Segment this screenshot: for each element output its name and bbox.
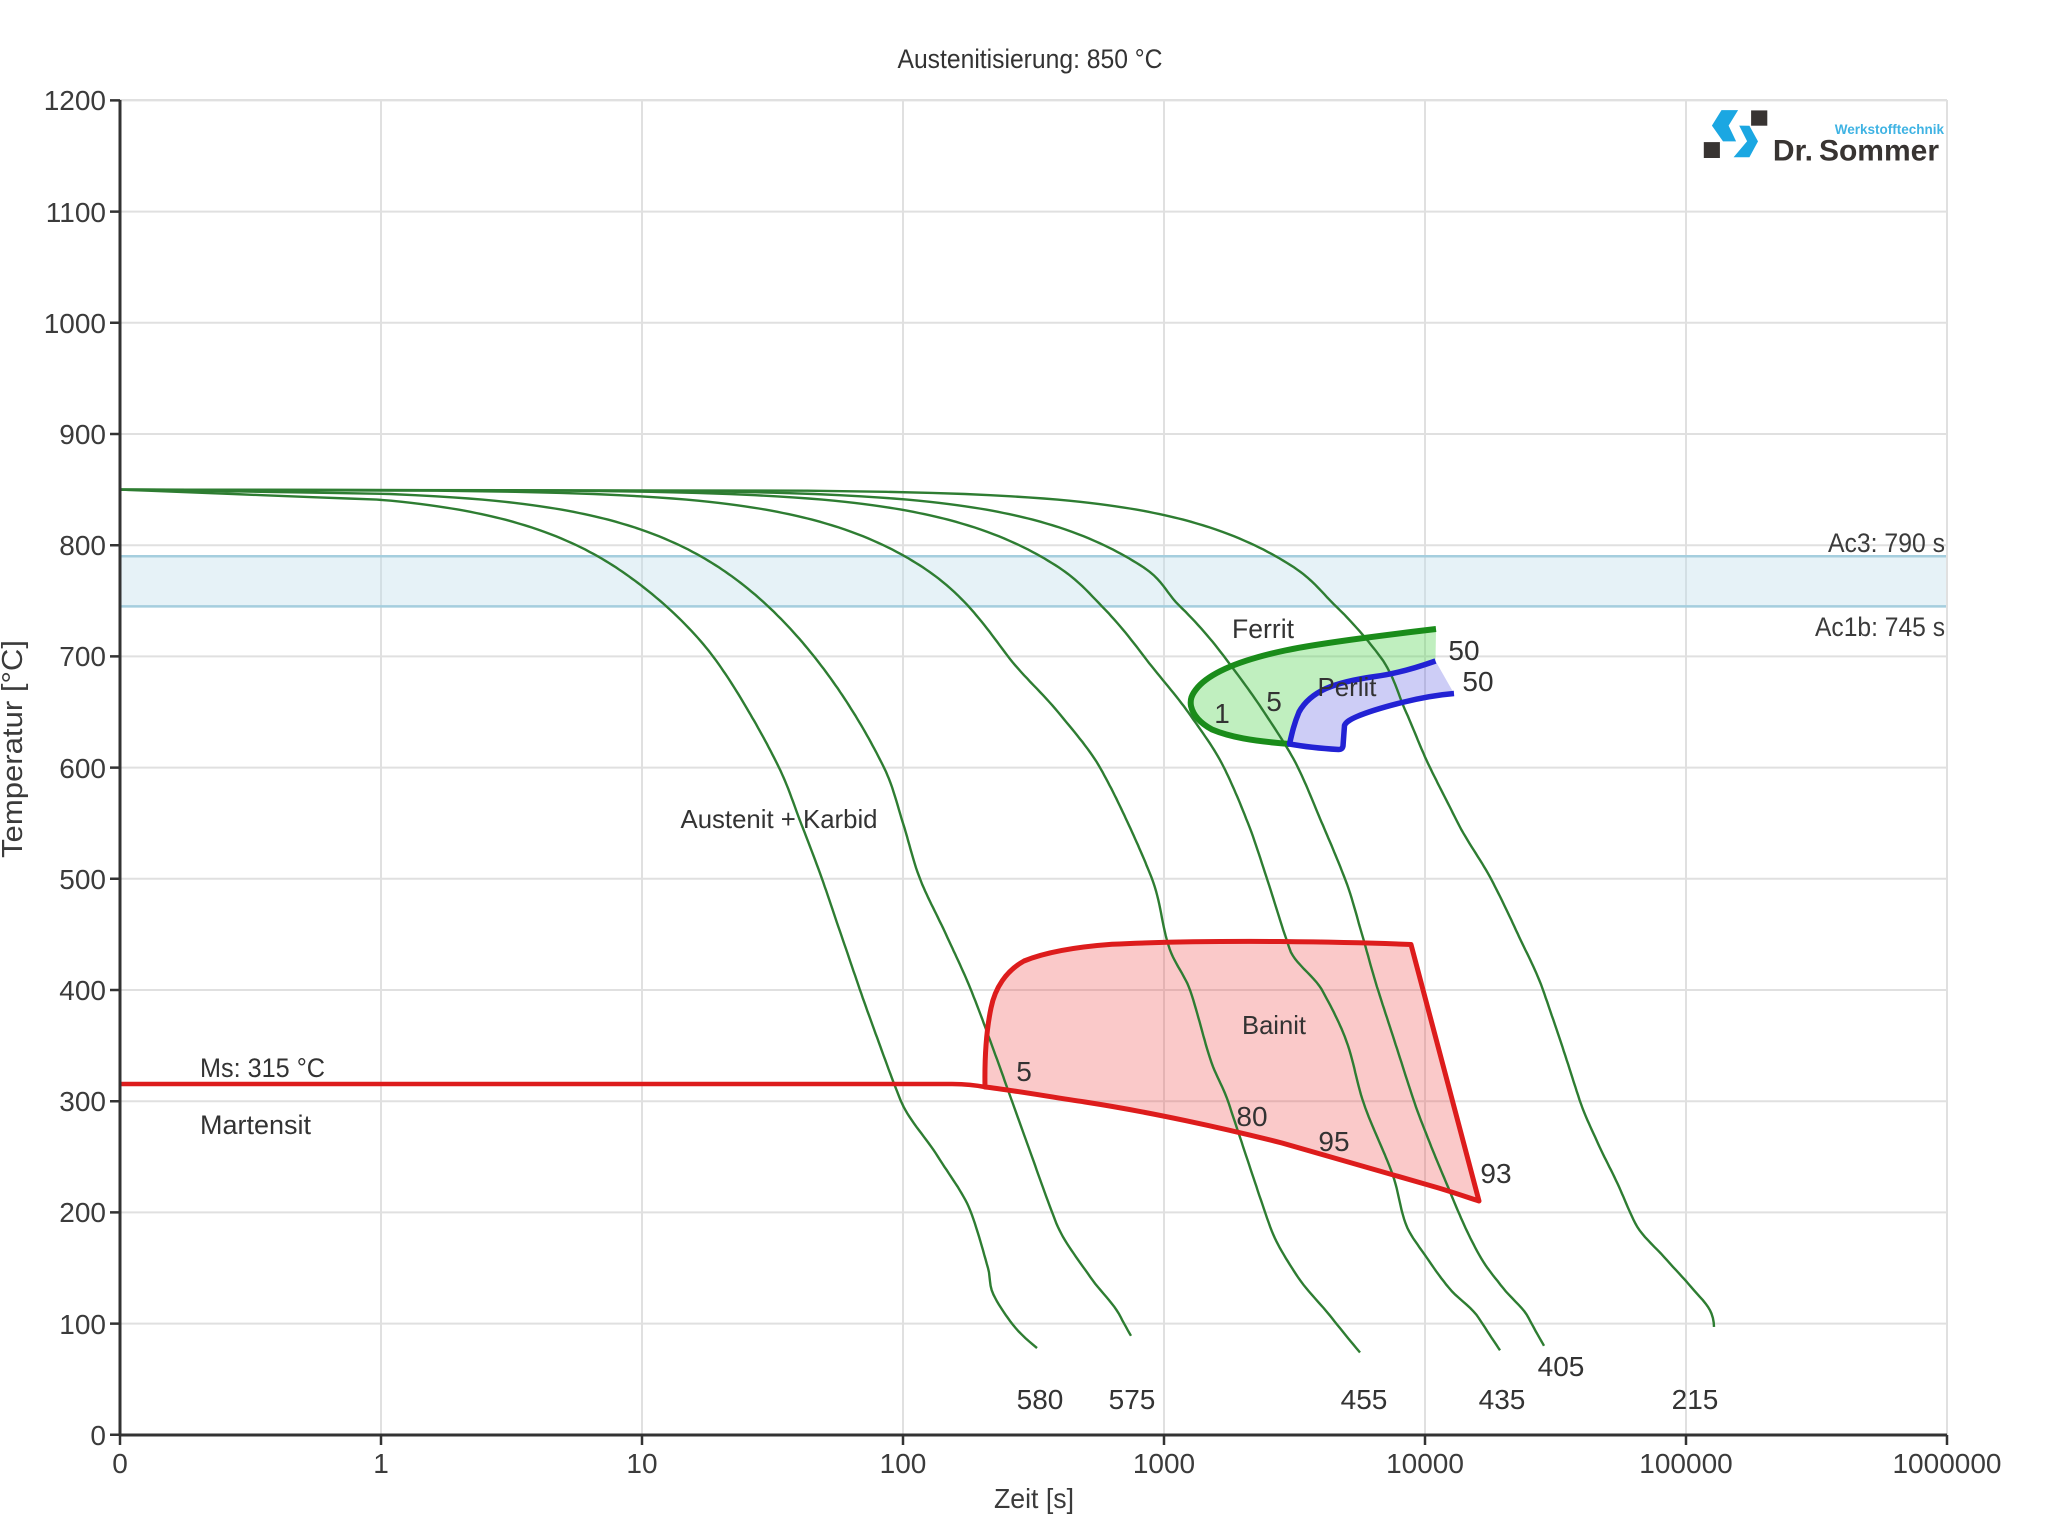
svg-text:100000: 100000	[1639, 1448, 1732, 1479]
svg-text:Austenit + Karbid: Austenit + Karbid	[681, 804, 878, 834]
svg-text:93: 93	[1480, 1158, 1511, 1189]
svg-text:100: 100	[880, 1448, 927, 1479]
svg-text:1000: 1000	[1133, 1448, 1195, 1479]
svg-text:1000000: 1000000	[1892, 1448, 2001, 1479]
svg-text:0: 0	[90, 1420, 106, 1451]
svg-text:700: 700	[59, 641, 106, 672]
svg-text:Werkstofftechnik: Werkstofftechnik	[1835, 122, 1945, 137]
svg-text:100: 100	[59, 1309, 106, 1340]
svg-text:Austenitisierung: 850 °C: Austenitisierung: 850 °C	[898, 44, 1163, 74]
svg-text:Ac1b: 745 s: Ac1b: 745 s	[1815, 612, 1945, 642]
svg-text:10: 10	[626, 1448, 657, 1479]
svg-text:Ac3: 790 s: Ac3: 790 s	[1828, 528, 1945, 558]
svg-text:Perlit: Perlit	[1318, 672, 1378, 702]
svg-text:580: 580	[1017, 1384, 1064, 1415]
svg-text:575: 575	[1109, 1384, 1156, 1415]
svg-text:Ms: 315 °C: Ms: 315 °C	[200, 1053, 325, 1083]
svg-text:455: 455	[1341, 1384, 1388, 1415]
svg-text:200: 200	[59, 1197, 106, 1228]
svg-text:50: 50	[1462, 666, 1493, 697]
svg-text:500: 500	[59, 864, 106, 895]
svg-text:10000: 10000	[1386, 1448, 1464, 1479]
svg-text:0: 0	[112, 1448, 128, 1479]
svg-text:Ferrit: Ferrit	[1232, 614, 1294, 644]
svg-text:80: 80	[1236, 1101, 1267, 1132]
svg-text:900: 900	[59, 419, 106, 450]
svg-text:435: 435	[1479, 1384, 1526, 1415]
svg-text:50: 50	[1448, 635, 1479, 666]
svg-text:215: 215	[1672, 1384, 1719, 1415]
svg-text:405: 405	[1538, 1351, 1585, 1382]
svg-text:800: 800	[59, 530, 106, 561]
svg-text:Zeit [s]: Zeit [s]	[994, 1483, 1074, 1514]
svg-text:Temperatur [°C]: Temperatur [°C]	[0, 640, 29, 858]
svg-text:Martensit: Martensit	[200, 1110, 311, 1140]
svg-text:5: 5	[1266, 686, 1282, 717]
svg-text:95: 95	[1318, 1126, 1349, 1157]
svg-text:1000: 1000	[44, 308, 106, 339]
svg-text:300: 300	[59, 1086, 106, 1117]
svg-text:Bainit: Bainit	[1242, 1010, 1307, 1040]
svg-text:400: 400	[59, 975, 106, 1006]
svg-text:5: 5	[1016, 1056, 1032, 1087]
svg-text:Dr. Sommer: Dr. Sommer	[1773, 135, 1939, 168]
svg-text:1100: 1100	[46, 197, 106, 228]
svg-text:1200: 1200	[44, 85, 106, 116]
svg-text:1: 1	[1214, 698, 1230, 729]
svg-text:1: 1	[373, 1448, 389, 1479]
svg-text:600: 600	[59, 753, 106, 784]
